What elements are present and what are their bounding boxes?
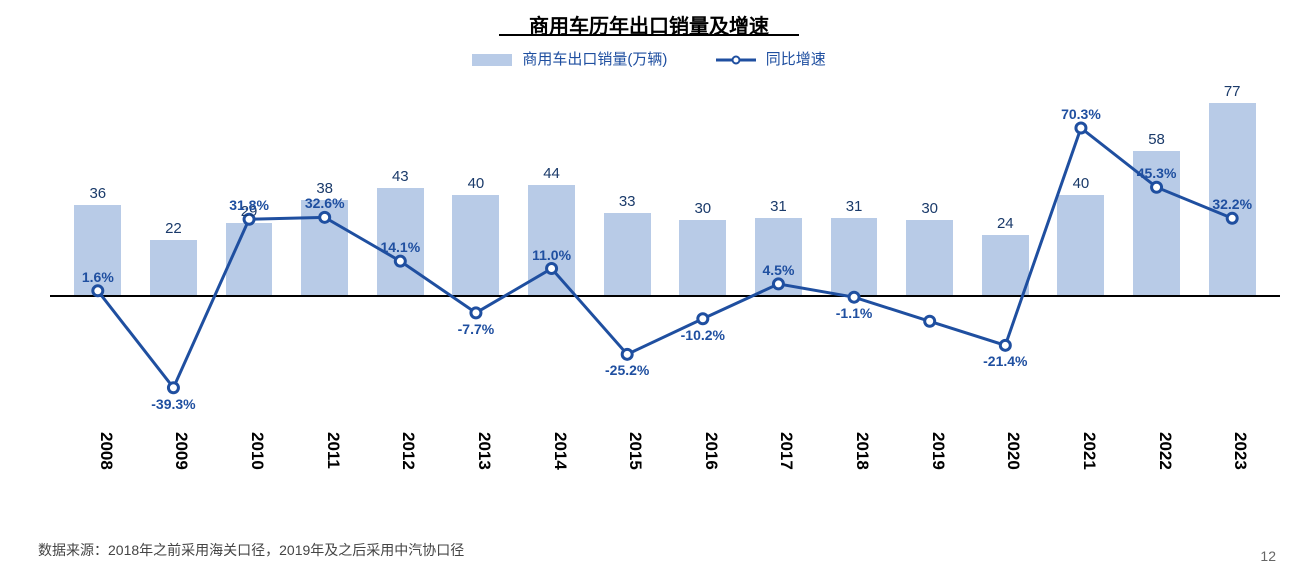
bar-value-label: 30 bbox=[921, 200, 938, 217]
bar-value-label: 58 bbox=[1148, 131, 1165, 148]
bar-value-label: 22 bbox=[165, 220, 182, 237]
page-number: 12 bbox=[1260, 548, 1276, 564]
bar-value-label: 77 bbox=[1224, 83, 1241, 100]
legend: 商用车出口销量(万辆) 同比增速 bbox=[0, 48, 1298, 69]
growth-marker bbox=[773, 279, 783, 289]
x-tick-label: 2011 bbox=[323, 432, 343, 469]
x-tick-label: 2010 bbox=[247, 432, 267, 470]
bar-value-label: 43 bbox=[392, 168, 409, 185]
growth-marker bbox=[925, 316, 935, 326]
legend-bar-label: 商用车出口销量(万辆) bbox=[522, 51, 667, 68]
source-note: 数据来源：2018年之前采用海关口径，2019年及之后采用中汽协口径 bbox=[38, 540, 464, 560]
x-tick-label: 2022 bbox=[1155, 432, 1175, 470]
growth-label: 70.3% bbox=[1061, 106, 1101, 122]
x-tick-label: 2015 bbox=[625, 432, 645, 470]
growth-label: 14.1% bbox=[380, 239, 420, 255]
growth-marker bbox=[1076, 123, 1086, 133]
growth-line bbox=[98, 128, 1232, 388]
legend-line-marker bbox=[731, 56, 740, 65]
bar-value-label: 30 bbox=[694, 200, 711, 217]
growth-label: 11.0% bbox=[532, 247, 571, 263]
x-tick-label: 2023 bbox=[1230, 432, 1250, 470]
growth-label: -1.1% bbox=[836, 305, 873, 321]
bar-value-label: 36 bbox=[89, 185, 106, 202]
growth-marker bbox=[622, 349, 632, 359]
legend-line-swatch bbox=[716, 54, 756, 66]
bar-value-label: 31 bbox=[770, 198, 787, 215]
x-tick-label: 2021 bbox=[1079, 432, 1099, 470]
growth-label: 45.3% bbox=[1137, 165, 1177, 181]
chart-area: 3620082220092920103820114320124020134420… bbox=[60, 90, 1270, 420]
x-tick-label: 2012 bbox=[398, 432, 418, 470]
growth-marker bbox=[168, 383, 178, 393]
x-tick-label: 2009 bbox=[171, 432, 191, 470]
growth-marker bbox=[395, 256, 405, 266]
growth-marker bbox=[93, 286, 103, 296]
x-tick-label: 2008 bbox=[96, 432, 116, 470]
bar-value-label: 24 bbox=[997, 215, 1014, 232]
x-tick-label: 2014 bbox=[550, 432, 570, 470]
bar-value-label: 40 bbox=[1073, 175, 1090, 192]
bar-value-label: 44 bbox=[543, 165, 560, 182]
growth-marker bbox=[471, 308, 481, 318]
growth-label: 1.6% bbox=[82, 269, 114, 285]
growth-marker bbox=[698, 314, 708, 324]
plot: 3620082220092920103820114320124020134420… bbox=[60, 90, 1270, 420]
legend-bar-swatch bbox=[472, 54, 512, 66]
x-tick-label: 2019 bbox=[928, 432, 948, 470]
bar-value-label: 31 bbox=[846, 198, 863, 215]
x-tick-label: 2020 bbox=[1003, 432, 1023, 470]
title-underline bbox=[499, 34, 799, 36]
growth-label: -25.2% bbox=[605, 362, 649, 378]
legend-bar-item: 商用车出口销量(万辆) bbox=[472, 48, 667, 69]
x-tick-label: 2017 bbox=[776, 432, 796, 470]
growth-marker bbox=[320, 212, 330, 222]
growth-label: -10.2% bbox=[681, 327, 725, 343]
bar-value-label: 40 bbox=[468, 175, 485, 192]
x-tick-label: 2018 bbox=[852, 432, 872, 470]
growth-marker bbox=[1000, 340, 1010, 350]
growth-label: -21.4% bbox=[983, 353, 1027, 369]
x-tick-label: 2016 bbox=[701, 432, 721, 470]
growth-marker bbox=[547, 264, 557, 274]
growth-label: 32.6% bbox=[305, 195, 345, 211]
growth-marker bbox=[849, 292, 859, 302]
growth-line-layer bbox=[60, 90, 1270, 420]
legend-line-label: 同比增速 bbox=[766, 51, 826, 68]
growth-label: 31.8% bbox=[229, 197, 269, 213]
growth-label: 32.2% bbox=[1212, 196, 1252, 212]
bar-value-label: 33 bbox=[619, 193, 636, 210]
growth-marker bbox=[1152, 182, 1162, 192]
x-tick-label: 2013 bbox=[474, 432, 494, 470]
growth-marker bbox=[1227, 213, 1237, 223]
growth-label: -7.7% bbox=[458, 321, 495, 337]
growth-label: -39.3% bbox=[151, 396, 195, 412]
legend-line-item: 同比增速 bbox=[716, 48, 826, 69]
growth-label: 4.5% bbox=[762, 262, 794, 278]
